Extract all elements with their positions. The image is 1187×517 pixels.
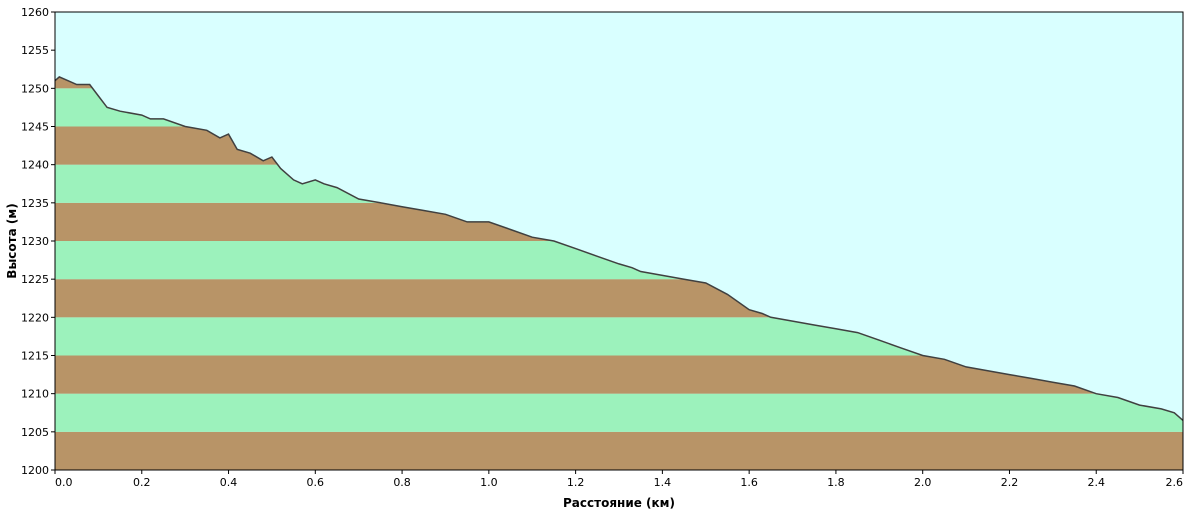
x-tick-label: 1.8: [827, 476, 845, 489]
x-tick-label: 0.6: [307, 476, 325, 489]
y-tick-label: 1255: [21, 44, 49, 57]
y-tick-label: 1235: [21, 197, 49, 210]
y-tick-label: 1230: [21, 235, 49, 248]
x-tick-label: 2.2: [1001, 476, 1019, 489]
x-tick-label: 2.0: [914, 476, 932, 489]
x-tick-label: 2.6: [1166, 476, 1184, 489]
x-axis-ticks: 0.0 0.2 0.4 0.6 0.8 1.0 1.2 1.4 1.6 1.8 2.0 2.2 2.4 2…: [54, 470, 1184, 489]
y-axis-title: Высота (м): [5, 203, 19, 278]
x-tick-label: 0.8: [393, 476, 411, 489]
x-tick-label: 1.6: [740, 476, 758, 489]
y-axis-ticks: 1200 1205 1210 1215 1220 1225 1230 1235 1240 1245…: [21, 6, 55, 477]
y-tick-label: 1210: [21, 388, 49, 401]
x-tick-label: 2.4: [1087, 476, 1105, 489]
y-tick-label: 1240: [21, 159, 49, 172]
y-tick-label: 1215: [21, 350, 49, 363]
elevation-profile-line: [54, 76, 1184, 421]
y-tick-label: 1205: [21, 426, 49, 439]
x-tick-label: 1.4: [654, 476, 672, 489]
elevation-band: [55, 431, 1183, 470]
elevation-band: [55, 393, 1183, 432]
y-tick-label: 1250: [21, 82, 49, 95]
x-tick-label: 1.0: [480, 476, 498, 489]
x-tick-label: 1.2: [567, 476, 585, 489]
x-axis-title: Расстояние (км): [563, 496, 675, 510]
y-tick-label: 1245: [21, 121, 49, 134]
y-tick-label: 1225: [21, 273, 49, 286]
y-tick-label: 1220: [21, 311, 49, 324]
x-tick-label: 0.2: [133, 476, 151, 489]
y-tick-label: 1200: [21, 464, 49, 477]
y-tick-label: 1260: [21, 6, 49, 19]
x-tick-label: 0.0: [55, 476, 73, 489]
x-tick-label: 0.4: [220, 476, 238, 489]
